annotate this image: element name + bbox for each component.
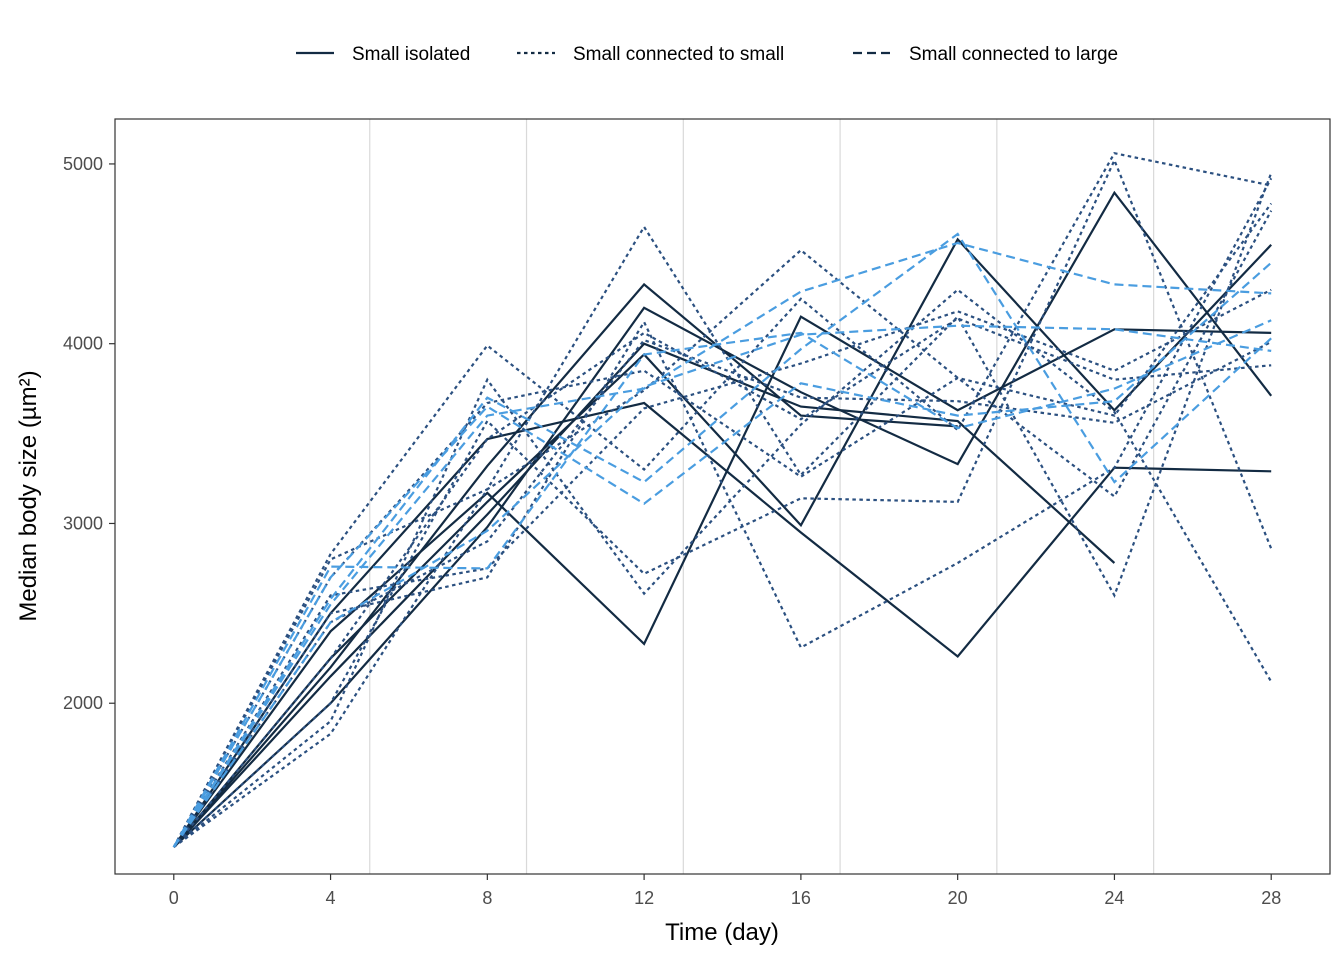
y-axis: 2000 3000 4000 5000 (63, 154, 115, 713)
y-axis-title: Median body size (µm²) (15, 370, 42, 621)
x-tick-label: 28 (1261, 888, 1281, 908)
series-line-small-connected-to-small (174, 173, 1271, 847)
x-axis-title: Time (day) (665, 919, 779, 946)
x-axis: 0 4 8 12 16 20 24 28 (169, 874, 1281, 908)
series-line-small-connected-to-small (174, 160, 1271, 847)
x-tick-label: 16 (791, 888, 811, 908)
plot-panel-border (115, 119, 1330, 874)
legend: Small isolated Small connected to small … (296, 44, 1118, 65)
y-tick-label: 3000 (63, 513, 103, 533)
gridlines (370, 119, 1154, 874)
series-line-small-connected-to-small (174, 153, 1271, 847)
series-line-small-connected-to-small (174, 178, 1271, 847)
x-tick-label: 4 (326, 888, 336, 908)
series-line-small-connected-to-large (174, 326, 1271, 847)
legend-label-small-connected-to-small: Small connected to small (573, 44, 784, 65)
x-tick-label: 24 (1104, 888, 1124, 908)
series-line-small-connected-to-large (174, 234, 1271, 847)
series-lines (174, 153, 1271, 847)
series-line-small-connected-to-small (174, 211, 1271, 847)
y-tick-label: 4000 (63, 334, 103, 354)
legend-label-small-connected-to-large: Small connected to large (909, 44, 1118, 65)
x-tick-label: 8 (482, 888, 492, 908)
series-line-small-connected-to-small (174, 204, 1271, 848)
y-tick-label: 5000 (63, 154, 103, 174)
y-tick-label: 2000 (63, 693, 103, 713)
x-tick-label: 20 (948, 888, 968, 908)
x-tick-label: 12 (634, 888, 654, 908)
x-tick-label: 0 (169, 888, 179, 908)
series-line-small-isolated (174, 193, 1271, 847)
legend-label-small-isolated: Small isolated (352, 44, 470, 65)
